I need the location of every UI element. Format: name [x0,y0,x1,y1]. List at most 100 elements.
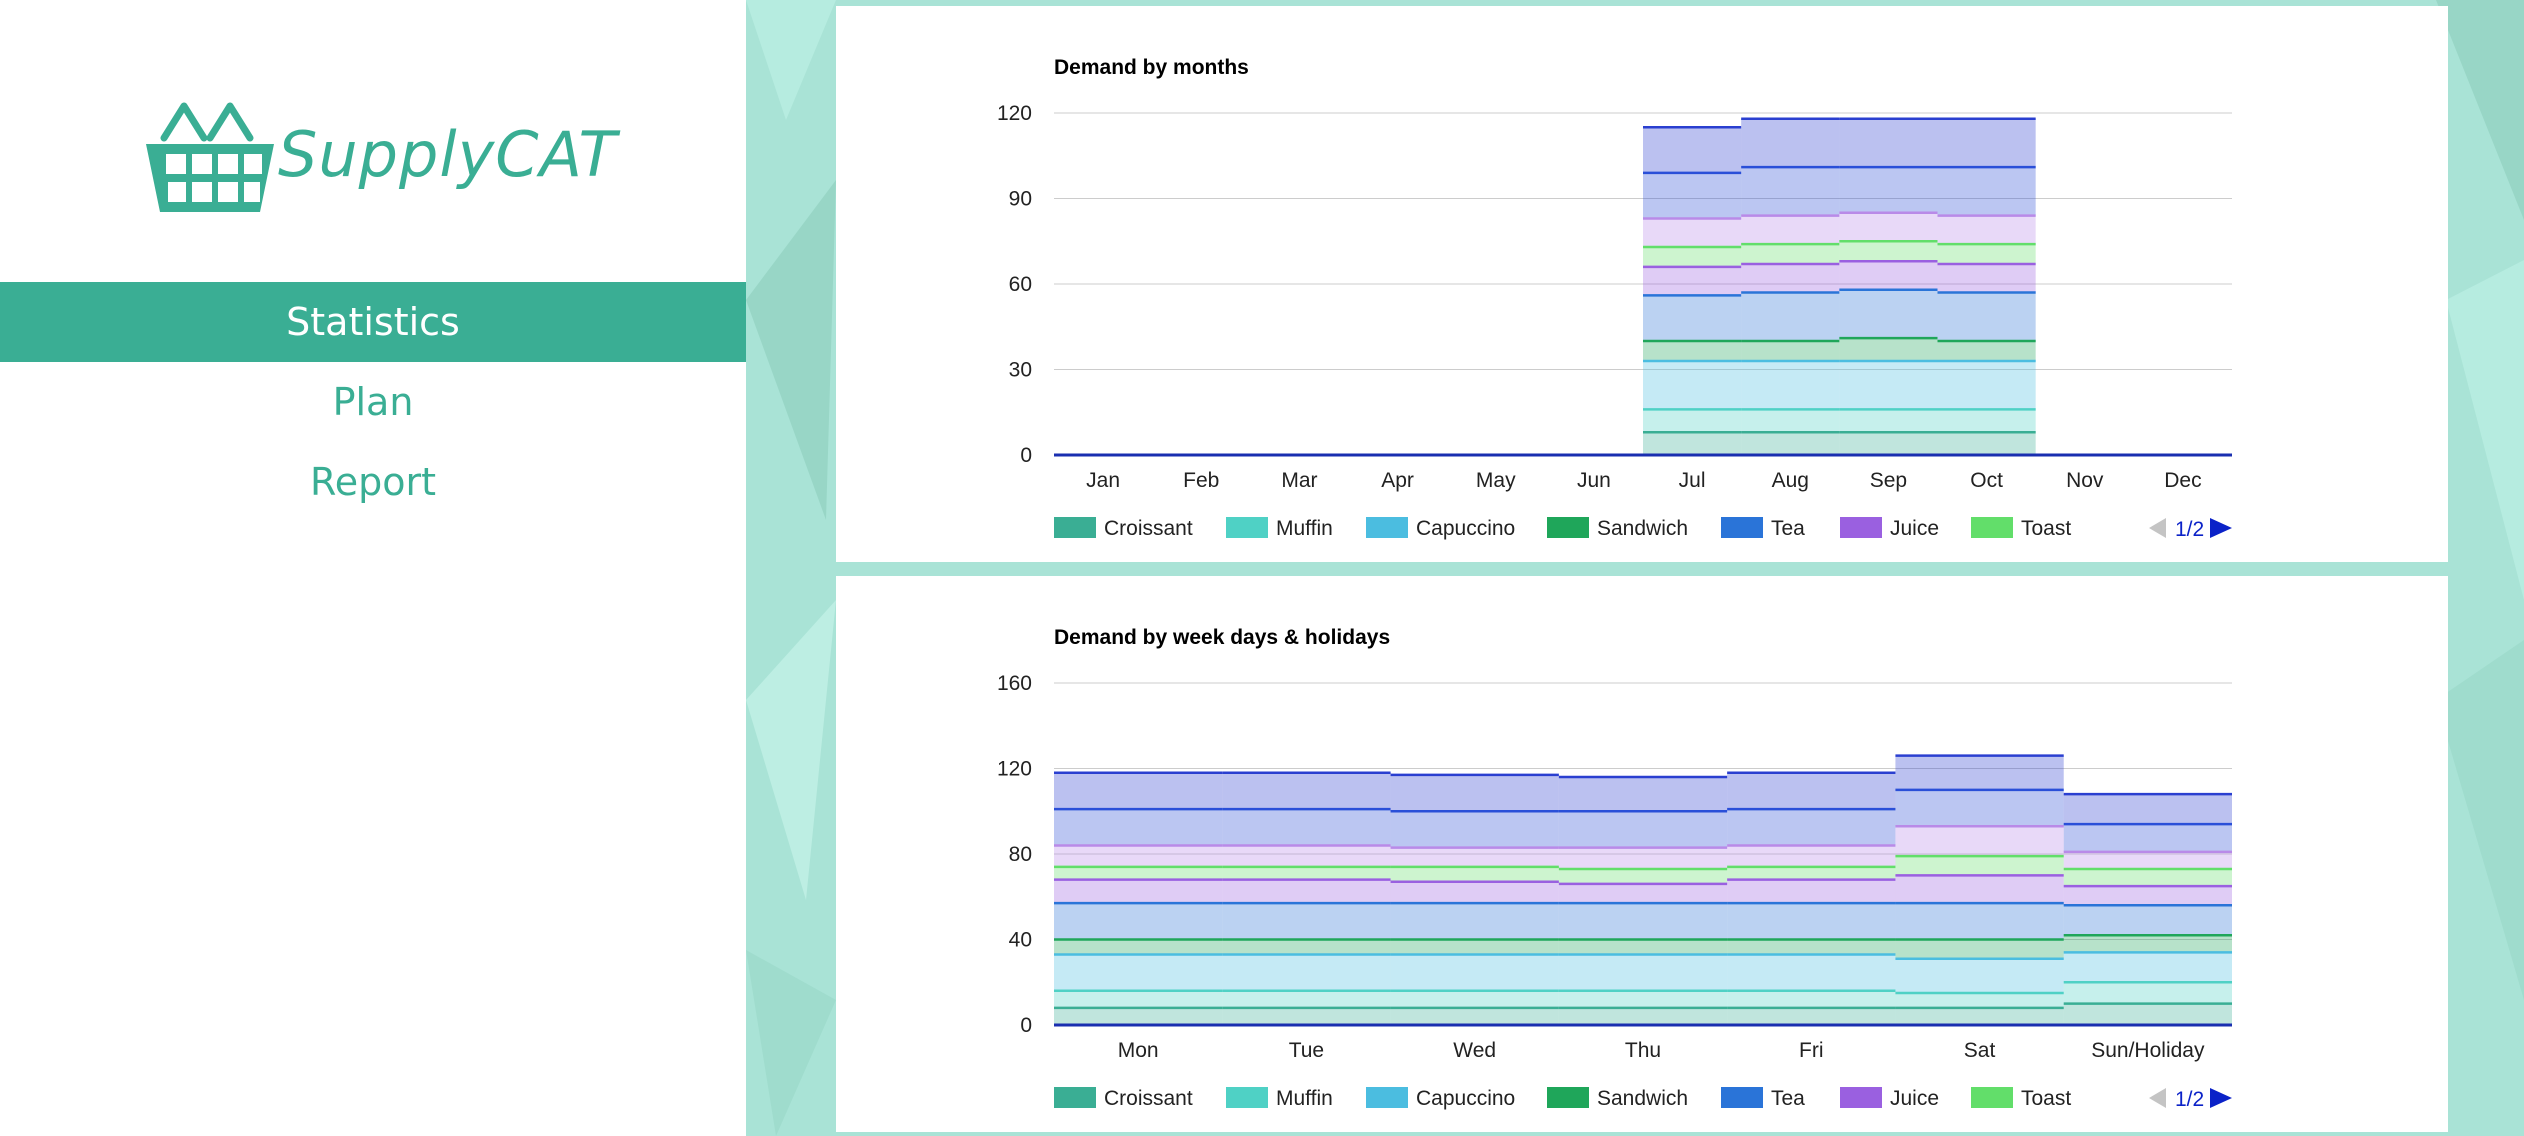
nav-item-report[interactable]: Report [310,460,436,504]
area-band-segment [1839,338,1938,361]
area-band-segment [1643,127,1742,173]
area-band-segment [1222,845,1391,867]
legend-item-croissant[interactable]: Croissant [1054,1087,1193,1110]
area-band-segment [1054,772,1223,810]
area-band-segment [1741,244,1840,265]
legend-swatch [1547,517,1589,538]
area-band-segment [1643,432,1742,455]
legend-label: Sandwich [1597,1087,1688,1110]
pager-next-icon[interactable] [2210,1088,2232,1108]
area-band-segment [1643,409,1742,433]
x-tick-label: Sep [1870,469,1907,492]
legend-label: Muffin [1276,517,1333,540]
chart-title: Demand by week days & holidays [1054,626,1390,649]
legend-swatch [1226,517,1268,538]
legend-swatch [1226,1087,1268,1108]
area-band-segment [1937,215,2036,245]
area-band-segment [1895,875,2064,904]
area-band-segment [1222,879,1391,904]
x-tick-label: Wed [1453,1039,1496,1062]
legend-item-muffin[interactable]: Muffin [1226,1087,1333,1110]
background-pattern [746,0,2524,1136]
area-band-segment [1558,777,1728,812]
area-band-segment [1895,826,2064,857]
x-tick-label: Sat [1964,1039,1996,1062]
legend-swatch [1366,517,1408,538]
legend-item-toast[interactable]: Toast [1971,1087,2071,1110]
legend-item-capuccino[interactable]: Capuccino [1366,1087,1515,1110]
area-band-segment [1727,990,1896,1008]
x-tick-label: Jan [1086,469,1120,492]
legend-item-tea[interactable]: Tea [1721,1087,1805,1110]
area-band-segment [1937,341,2036,361]
legend-item-tea[interactable]: Tea [1721,517,1805,540]
x-tick-label: Tue [1289,1039,1324,1062]
area-band-segment [2063,886,2232,906]
area-band-segment [1390,811,1559,848]
x-tick-label: Nov [2066,469,2104,492]
legend-item-juice[interactable]: Juice [1840,517,1939,540]
area-band-segment [1558,903,1728,940]
area-band-segment [2063,794,2232,825]
legend-swatch [1547,1087,1589,1108]
nav-item-statistics[interactable]: Statistics [0,282,746,362]
y-tick-label: 60 [1009,273,1032,296]
area-band-segment [1839,212,1938,242]
legend-item-toast[interactable]: Toast [1971,517,2071,540]
area-band-segment [1727,954,1896,991]
area-band-segment [1558,883,1728,904]
area-band-segment [1895,789,2064,827]
pager-next-icon[interactable] [2210,518,2232,538]
area-band-segment [1643,218,1742,247]
y-tick-label: 40 [1009,929,1032,952]
nav-item-plan[interactable]: Plan [332,380,414,424]
area-band-segment [1390,774,1559,812]
area-band-segment [1558,811,1728,848]
area-band-segment [1741,432,1840,455]
legend-label: Capuccino [1416,517,1515,540]
legend-swatch [1971,1087,2013,1108]
x-tick-label: Oct [1970,469,2003,492]
pager-prev-icon[interactable] [2149,1088,2166,1108]
chart-demand-by-weekdays: Demand by week days & holidays 0 40 80 120 16… [997,626,2232,1111]
legend-swatch [1840,517,1882,538]
legend-item-juice[interactable]: Juice [1840,1087,1939,1110]
chart-demand-by-months: Demand by months 0 30 60 90 120 Jan Feb Mar Apr Ma… [997,56,2232,541]
chart-title: Demand by months [1054,56,1249,79]
legend-item-capuccino[interactable]: Capuccino [1366,517,1515,540]
area-band-segment [1222,990,1391,1008]
area-band-segment [1222,809,1391,846]
area-band-segment [1937,432,2036,455]
area-band-segment [1727,1007,1896,1025]
area-band-segment [1558,847,1728,869]
legend-item-croissant[interactable]: Croissant [1054,517,1193,540]
area-band-segment [1390,1007,1559,1025]
legend-label: Toast [2021,517,2071,540]
area-band-segment [1558,954,1728,991]
area-band-segment [1054,809,1223,846]
legend-item-sandwich[interactable]: Sandwich [1547,517,1688,540]
area-band-segment [1558,990,1728,1008]
legend-item-muffin[interactable]: Muffin [1226,517,1333,540]
area-band-segment [1839,289,1938,339]
legend-swatch [1971,517,2013,538]
area-band-segment [1895,958,2064,993]
x-tick-label: Feb [1183,469,1219,492]
legend-swatch [1840,1087,1882,1108]
area-band-segment [1390,954,1559,991]
area-band-segment [1937,244,2036,265]
area-band-segment [1558,868,1728,884]
area-band-segment [1643,295,1742,341]
area-band-segment [1054,954,1223,991]
area-band-segment [1839,261,1938,290]
area-band-segment [2063,982,2232,1004]
legend-item-sandwich[interactable]: Sandwich [1547,1087,1688,1110]
chart-panel-weekdays: Demand by week days & holidays 0 40 80 120 16… [836,576,2448,1132]
area-band-segment [1895,1007,2064,1025]
area-band-segment [1727,809,1896,846]
area-band-segment [1839,432,1938,455]
legend-swatch [1721,1087,1763,1108]
x-tick-label: Mar [1281,469,1317,492]
legend-label: Muffin [1276,1087,1333,1110]
pager-prev-icon[interactable] [2149,518,2166,538]
